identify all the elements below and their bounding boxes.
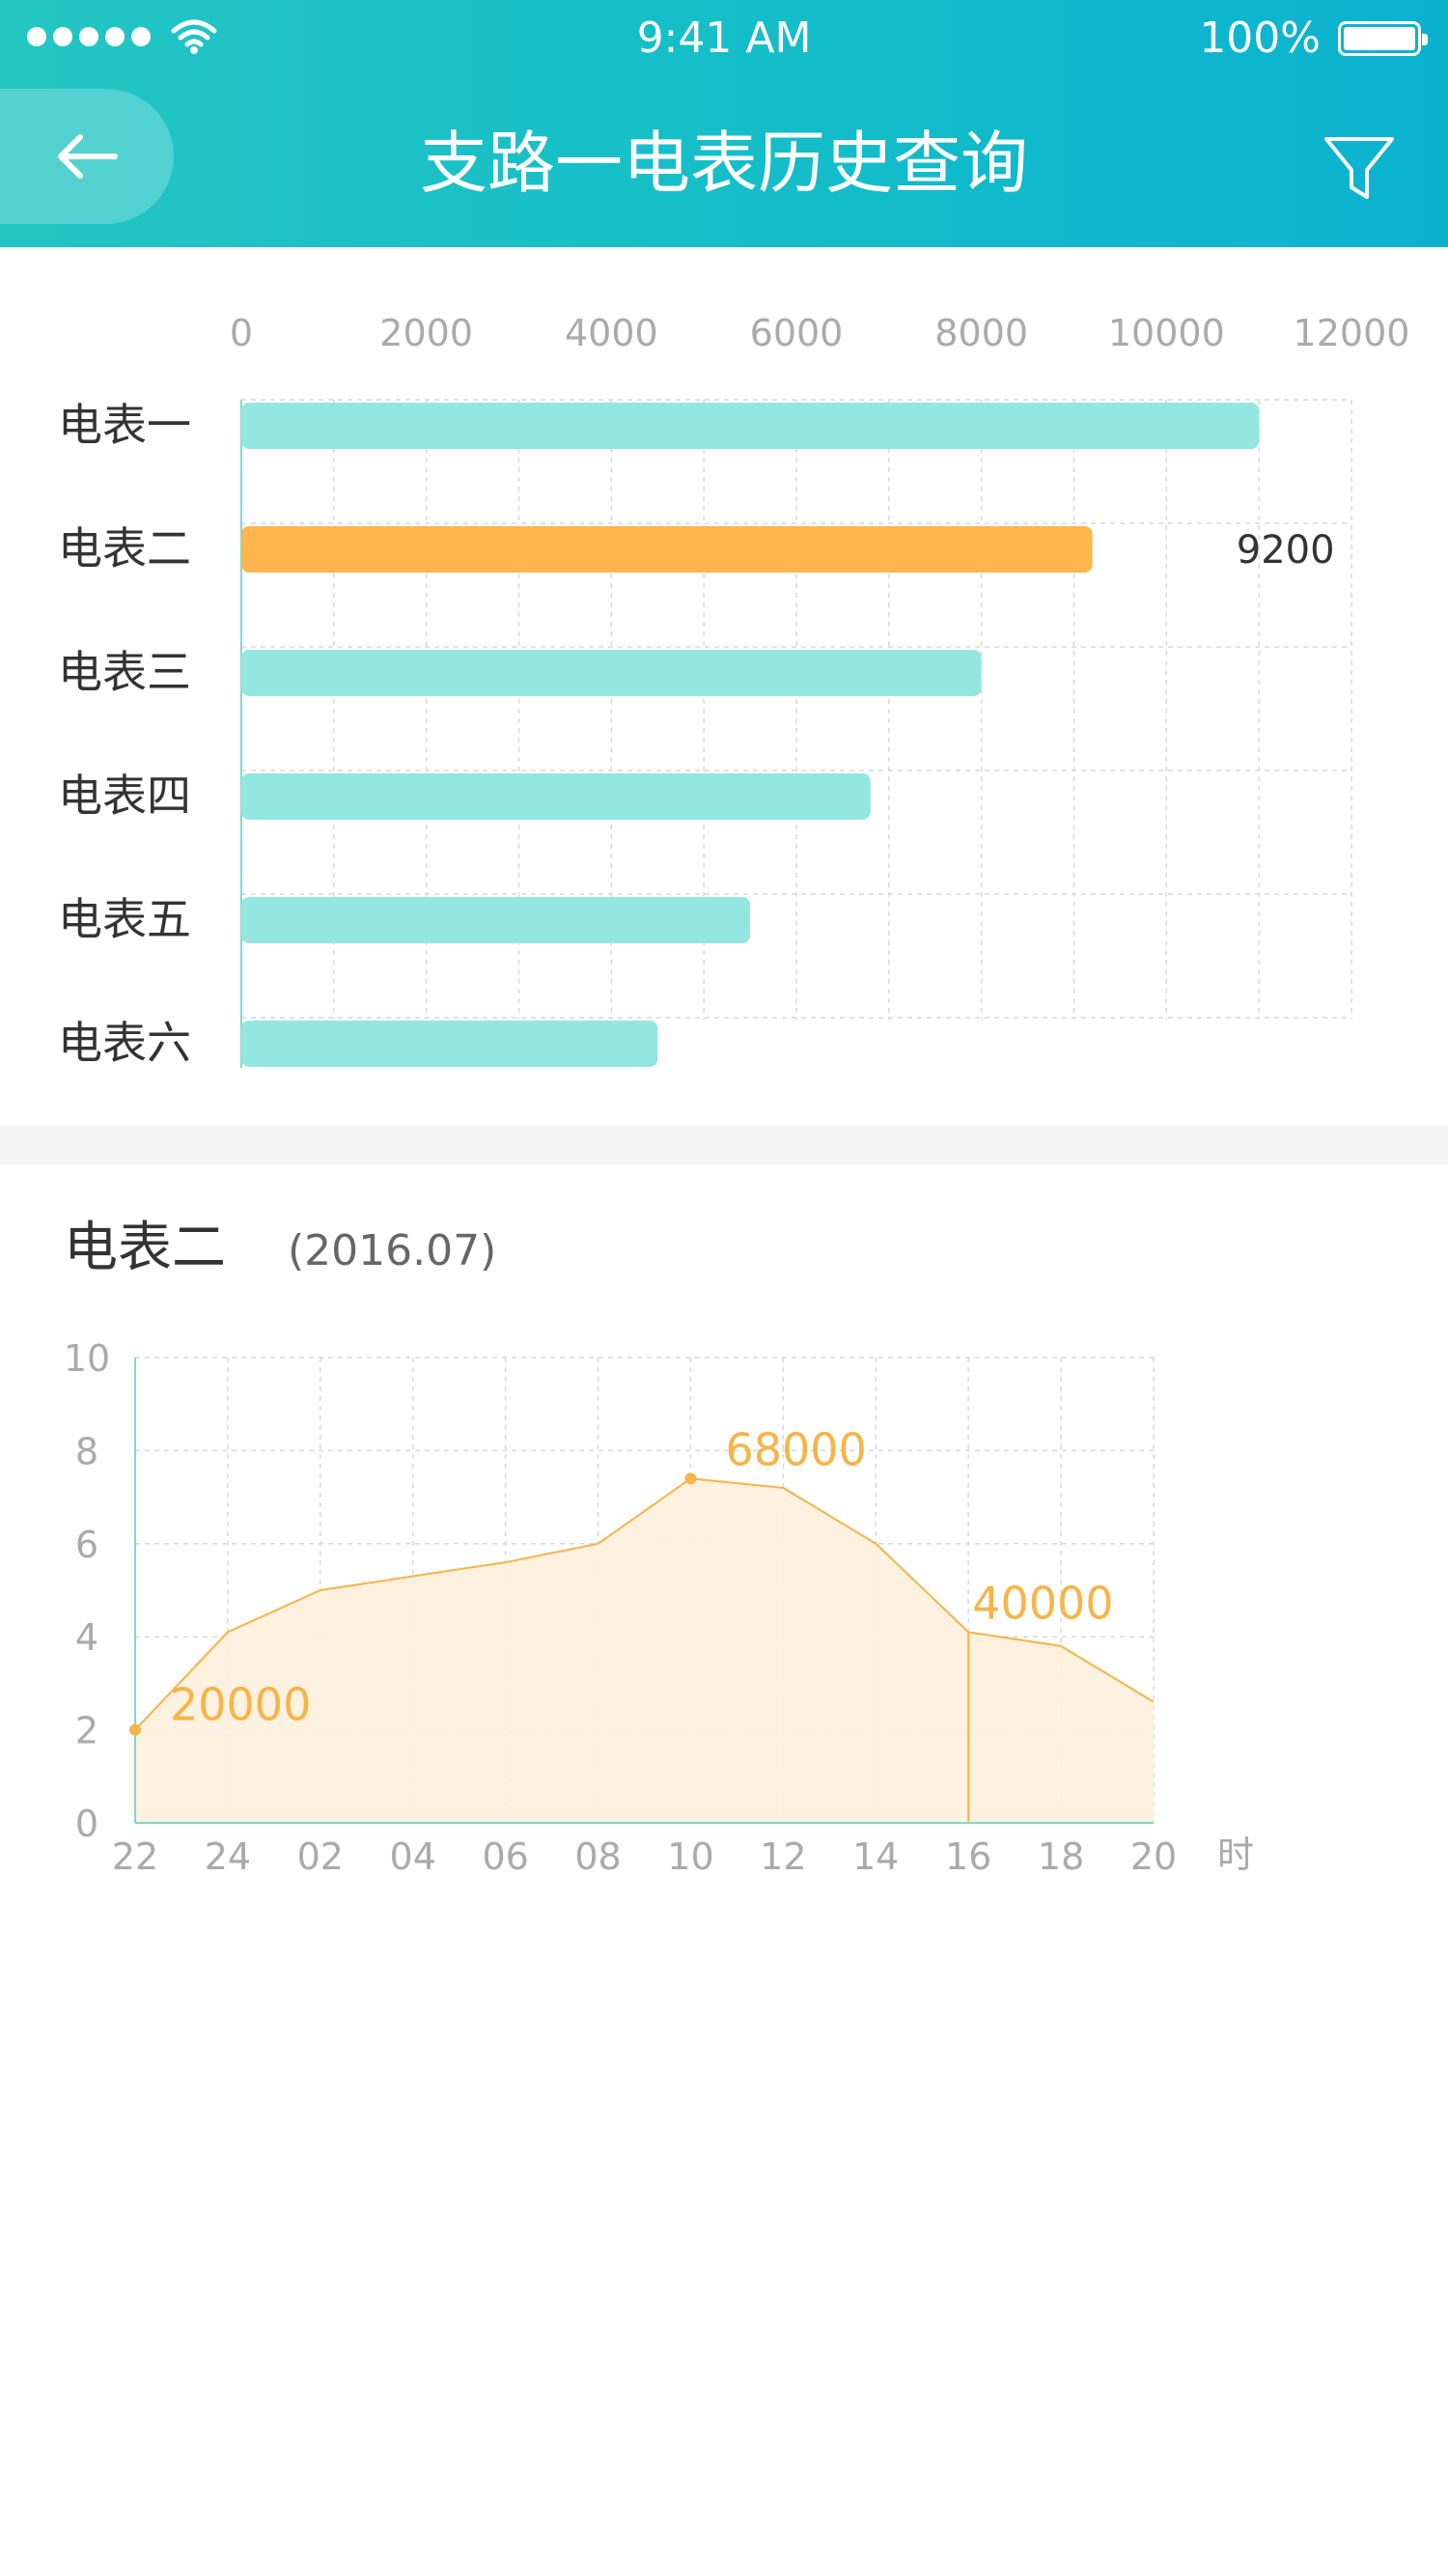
bar-x-tick-label: 10000 bbox=[1108, 312, 1225, 354]
area-x-tick-label: 16 bbox=[945, 1835, 991, 1878]
area-value-annotation: 20000 bbox=[170, 1679, 311, 1731]
bar[interactable] bbox=[241, 773, 871, 820]
bar-x-tick-label: 0 bbox=[230, 312, 253, 354]
bar-category-label: 电表六 bbox=[58, 1017, 191, 1069]
bar-highlighted[interactable] bbox=[241, 526, 1093, 573]
bar-category-label: 电表三 bbox=[58, 646, 191, 698]
wifi-icon bbox=[171, 19, 217, 54]
area-point-marker[interactable] bbox=[129, 1723, 141, 1736]
area-y-tick-label: 10 bbox=[64, 1337, 110, 1380]
area-x-tick-label: 12 bbox=[760, 1835, 806, 1878]
area-x-tick-label: 10 bbox=[667, 1835, 713, 1878]
area-x-tick-label: 08 bbox=[574, 1835, 621, 1878]
area-x-tick-label: 14 bbox=[852, 1835, 899, 1878]
bar[interactable] bbox=[241, 1021, 658, 1067]
battery-percent: 100% bbox=[1199, 14, 1321, 63]
area-x-tick-label: 18 bbox=[1038, 1835, 1084, 1878]
bar-x-tick-label: 8000 bbox=[934, 312, 1028, 354]
status-time: 9:41 AM bbox=[636, 14, 812, 63]
area-x-tick-label: 02 bbox=[297, 1835, 344, 1878]
battery-icon bbox=[1338, 21, 1428, 56]
area-value-annotation: 68000 bbox=[725, 1423, 866, 1475]
bar-category-label: 电表四 bbox=[58, 770, 191, 822]
area-x-tick-label: 22 bbox=[112, 1835, 158, 1878]
area-y-tick-label: 0 bbox=[75, 1803, 98, 1845]
signal-strength-icon bbox=[27, 27, 151, 46]
area-series-line bbox=[134, 1477, 1155, 1731]
back-arrow-icon bbox=[58, 134, 118, 179]
header-bar: 9:41 AM 100% 支路一电表历史查询 bbox=[0, 0, 1448, 247]
page-title: 支路一电表历史查询 bbox=[420, 124, 1028, 203]
area-value-annotation: 40000 bbox=[972, 1577, 1113, 1629]
area-x-tick-label: 06 bbox=[482, 1835, 528, 1878]
bar-x-tick-label: 12000 bbox=[1294, 312, 1410, 354]
status-bar: 9:41 AM 100% bbox=[0, 0, 1448, 81]
area-x-unit-label: 时 bbox=[1217, 1834, 1254, 1876]
section-divider bbox=[0, 1126, 1448, 1164]
area-fill bbox=[135, 1478, 1154, 1823]
area-y-tick-label: 2 bbox=[75, 1710, 98, 1752]
bar-value-label: 9200 bbox=[1237, 528, 1335, 573]
bar-x-tick-label: 6000 bbox=[750, 312, 844, 354]
area-x-tick-label: 24 bbox=[205, 1835, 251, 1878]
area-x-tick-label: 20 bbox=[1130, 1835, 1177, 1878]
bar-x-tick-label: 2000 bbox=[379, 312, 473, 354]
bar[interactable] bbox=[241, 403, 1260, 449]
area-y-tick-label: 6 bbox=[75, 1524, 98, 1566]
area-x-tick-label: 04 bbox=[390, 1835, 436, 1878]
bar-category-label: 电表五 bbox=[58, 893, 191, 945]
bar[interactable] bbox=[241, 650, 982, 696]
bar[interactable] bbox=[241, 897, 751, 943]
detail-period: (2016.07) bbox=[288, 1226, 497, 1275]
area-y-tick-label: 4 bbox=[75, 1616, 98, 1659]
area-y-tick-label: 8 bbox=[75, 1430, 98, 1472]
back-button[interactable] bbox=[0, 89, 174, 224]
filter-icon[interactable] bbox=[1321, 129, 1398, 207]
detail-meter-name: 电表二 bbox=[64, 1217, 226, 1279]
bar-category-label: 电表二 bbox=[58, 522, 191, 574]
bar-category-label: 电表一 bbox=[58, 399, 191, 451]
bar-x-tick-label: 4000 bbox=[565, 312, 658, 354]
area-point-marker[interactable] bbox=[684, 1472, 697, 1485]
